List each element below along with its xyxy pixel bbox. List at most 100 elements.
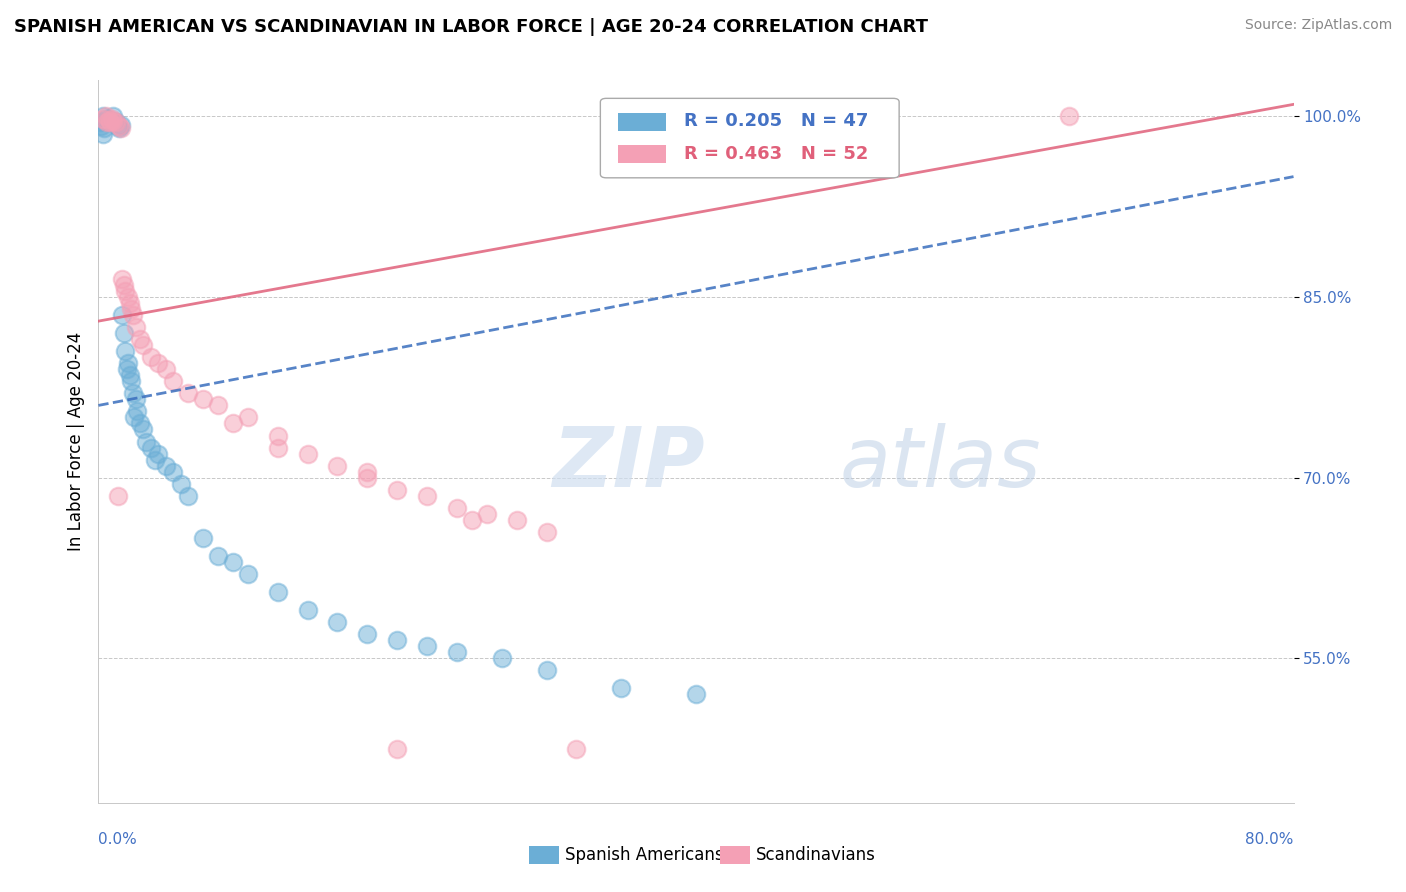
Point [108,119,131,133]
Point [416,639,439,653]
Point [115,362,138,376]
Point [125,392,148,407]
Bar [619,145,666,163]
Point [103,114,125,128]
Bar [529,847,558,864]
Point [177,386,200,401]
Point [267,585,290,599]
Point [120,375,142,389]
Text: Source: ZipAtlas.com: Source: ZipAtlas.com [1244,18,1392,32]
Point [96,115,118,129]
Point [356,465,378,479]
Point [222,555,245,569]
Point [111,308,134,322]
Point [177,489,200,503]
Point [385,483,409,497]
Text: Spanish Americans: Spanish Americans [565,846,723,863]
Point [111,272,134,286]
Point [110,118,132,132]
Point [94,112,117,126]
Point [129,417,152,431]
Point [207,549,229,563]
Point [93,121,115,136]
Point [117,356,139,370]
Point [101,112,124,126]
Point [139,441,162,455]
Point [385,741,409,756]
Point [91,128,114,142]
Point [107,489,129,503]
Point [162,375,184,389]
Text: Scandinavians: Scandinavians [756,846,876,863]
Point [107,119,129,133]
Point [356,471,378,485]
Point [97,113,120,128]
Point [105,115,128,129]
Point [105,115,128,129]
Text: atlas: atlas [839,423,1040,504]
Point [169,476,191,491]
Point [143,452,166,467]
Point [118,368,141,383]
Text: 80.0%: 80.0% [1246,831,1294,847]
Point [491,651,513,665]
Text: R = 0.463   N = 52: R = 0.463 N = 52 [685,145,869,163]
Point [191,392,214,407]
Point [1059,109,1081,123]
Point [91,109,114,123]
FancyBboxPatch shape [600,98,900,178]
Point [356,627,378,641]
Point [97,113,120,128]
Point [475,507,498,521]
Point [129,332,152,346]
Point [127,404,149,418]
Point [267,428,290,442]
Point [610,681,633,696]
Point [139,350,162,364]
Point [685,687,707,701]
Point [565,741,588,756]
Point [267,441,290,455]
Point [148,356,170,370]
Point [121,308,143,322]
Point [103,109,125,123]
Point [446,500,468,515]
Point [98,115,122,129]
Point [207,398,229,412]
Point [132,338,155,352]
Point [125,320,148,334]
Point [104,115,127,129]
Point [114,344,136,359]
Point [297,603,319,617]
Point [155,362,177,376]
Point [162,465,184,479]
Point [110,121,132,136]
Point [506,513,529,527]
Point [112,277,135,292]
Y-axis label: In Labor Force | Age 20-24: In Labor Force | Age 20-24 [66,332,84,551]
Point [326,615,349,629]
Point [385,633,409,648]
Point [120,301,142,317]
Text: ZIP: ZIP [553,423,706,504]
Point [536,664,558,678]
Point [94,109,117,123]
Point [118,296,141,310]
Bar [720,847,749,864]
Point [112,326,135,340]
Point [89,115,111,129]
Point [416,489,439,503]
Point [132,422,155,436]
Text: 0.0%: 0.0% [98,831,138,847]
Point [98,115,122,129]
Point [446,645,468,659]
Point [148,446,170,460]
Point [108,121,131,136]
Point [114,284,136,298]
Point [96,115,118,129]
Point [91,112,114,126]
Point [117,290,139,304]
Point [90,119,112,133]
Point [121,386,143,401]
Point [326,458,349,473]
